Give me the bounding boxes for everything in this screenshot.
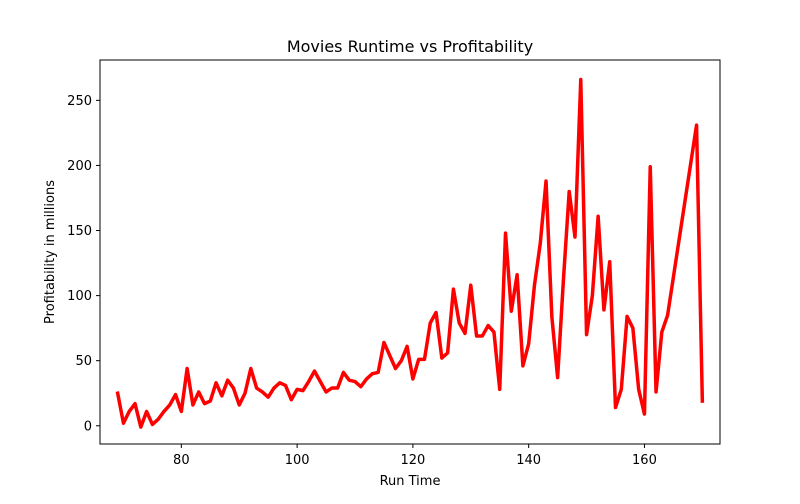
x-tick-label: 120 bbox=[400, 453, 425, 468]
x-tick-label: 160 bbox=[632, 453, 657, 468]
y-tick-label: 200 bbox=[67, 159, 92, 174]
series-line bbox=[115, 77, 705, 429]
y-axis-label: Profitability in millions bbox=[43, 180, 58, 324]
x-tick-label: 80 bbox=[173, 453, 190, 468]
y-tick-label: 250 bbox=[67, 94, 92, 109]
y-tick-label: 0 bbox=[84, 419, 92, 434]
x-tick-label: 140 bbox=[516, 453, 541, 468]
x-axis-label: Run Time bbox=[380, 474, 441, 489]
y-axis-ticks: 0 50 100 150 200 250 bbox=[67, 94, 100, 434]
plot-area bbox=[115, 77, 705, 429]
plot-frame bbox=[99, 59, 721, 445]
y-tick-label: 150 bbox=[67, 224, 92, 239]
x-axis-ticks: 80 100 120 140 160 bbox=[173, 444, 657, 468]
chart-title: Movies Runtime vs Profitability bbox=[287, 37, 533, 56]
y-tick-label: 100 bbox=[67, 289, 92, 304]
x-tick-label: 100 bbox=[285, 453, 310, 468]
y-tick-label: 50 bbox=[75, 354, 92, 369]
